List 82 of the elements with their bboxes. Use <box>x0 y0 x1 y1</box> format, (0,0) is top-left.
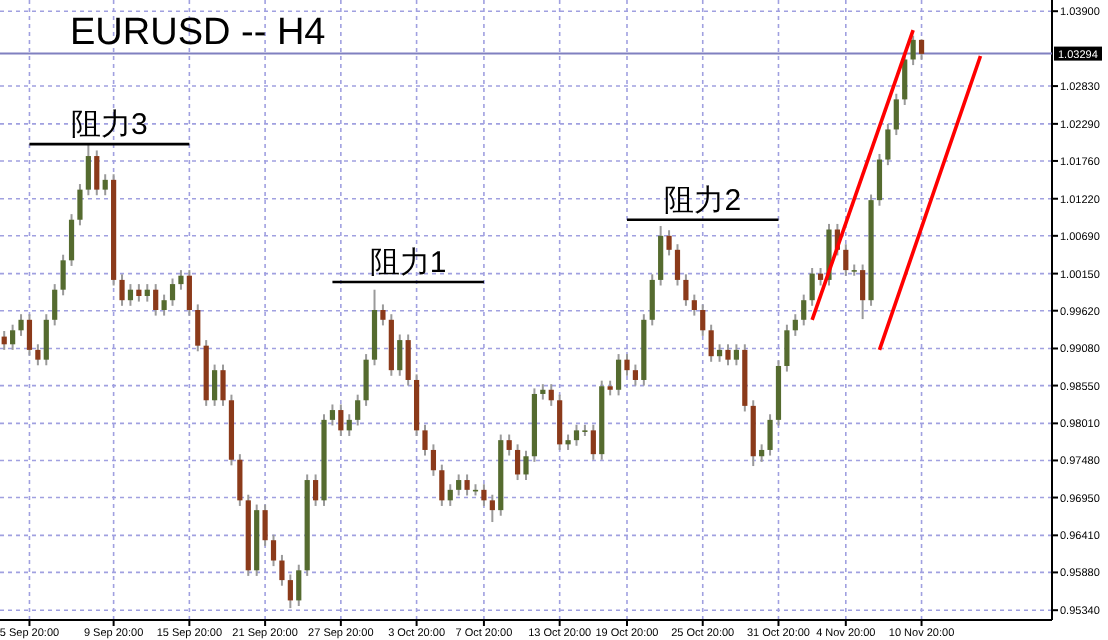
candlestick <box>195 303 201 353</box>
candlestick <box>380 303 386 327</box>
candlestick <box>632 363 639 387</box>
candlestick <box>624 353 630 377</box>
candlestick <box>313 473 319 507</box>
candlestick <box>573 423 580 447</box>
candlestick <box>885 122 891 167</box>
candlestick <box>456 473 462 497</box>
candlestick <box>523 449 529 482</box>
candlestick <box>902 52 908 106</box>
candlestick <box>85 143 91 197</box>
candlestick <box>590 423 596 461</box>
candlestick <box>514 443 521 482</box>
candlestick <box>683 273 689 307</box>
candlestick <box>422 423 428 457</box>
candlestick <box>10 323 16 351</box>
chart-title: EURUSD -- H4 <box>70 12 327 54</box>
candlestick <box>447 483 453 507</box>
candlestick <box>430 443 437 477</box>
candlestick <box>658 225 664 287</box>
candlestick <box>918 38 925 61</box>
candlestick <box>35 343 41 367</box>
candlestick <box>296 563 302 607</box>
candlestick <box>725 343 731 367</box>
candlestick <box>102 173 108 197</box>
candlestick <box>220 363 226 407</box>
candlestick <box>279 553 285 587</box>
candlestick <box>43 313 49 367</box>
candlestick <box>212 363 218 407</box>
candlestick <box>270 533 277 568</box>
candlestick <box>792 313 798 337</box>
candlestick <box>700 303 706 337</box>
candlestick <box>439 463 445 507</box>
candlestick <box>127 283 134 307</box>
candlestick <box>557 393 563 451</box>
candlestick <box>186 269 192 317</box>
candlestick <box>548 383 554 407</box>
candlestick <box>910 34 916 67</box>
candlestick <box>77 183 83 227</box>
candlestick <box>60 253 66 297</box>
candlestick <box>489 493 495 524</box>
candlestick <box>405 333 411 387</box>
candlestick <box>119 273 125 307</box>
candlestick <box>338 403 344 437</box>
candlestick <box>767 413 773 457</box>
candlestick <box>784 323 790 373</box>
candlestick <box>355 393 361 427</box>
candlestick <box>329 403 336 427</box>
candlestick <box>876 152 883 207</box>
candlestick <box>649 273 655 327</box>
candlestick <box>674 243 681 287</box>
candlestick <box>287 573 293 610</box>
candlestick <box>178 269 184 291</box>
series-label: 阻力2 <box>664 183 742 218</box>
candlestick <box>860 263 866 321</box>
series-label: 阻力3 <box>71 108 148 143</box>
candlestick <box>691 293 697 317</box>
candlestick <box>708 323 714 363</box>
candlestick <box>666 229 672 257</box>
candlestick <box>237 453 243 507</box>
candlestick <box>262 503 268 547</box>
candlestick <box>68 213 75 267</box>
candlestick <box>893 92 899 137</box>
candlestick <box>18 313 24 337</box>
candlestick <box>615 353 622 397</box>
candlestick <box>464 473 470 497</box>
candlestick <box>52 283 58 327</box>
candlestick <box>481 483 487 507</box>
candlestick <box>801 293 807 327</box>
candlestick <box>161 293 167 317</box>
candlestick <box>843 243 849 277</box>
series-label: 阻力1 <box>369 246 447 281</box>
candlestick <box>397 333 403 377</box>
candlestick <box>94 149 100 197</box>
candlestick <box>346 413 352 437</box>
candlestick <box>809 267 815 307</box>
candlestick <box>26 313 33 357</box>
candlestick <box>169 277 176 307</box>
candlestick <box>506 433 512 457</box>
candlestick <box>153 283 159 317</box>
candlestick <box>363 353 369 407</box>
candlestick <box>733 343 739 367</box>
